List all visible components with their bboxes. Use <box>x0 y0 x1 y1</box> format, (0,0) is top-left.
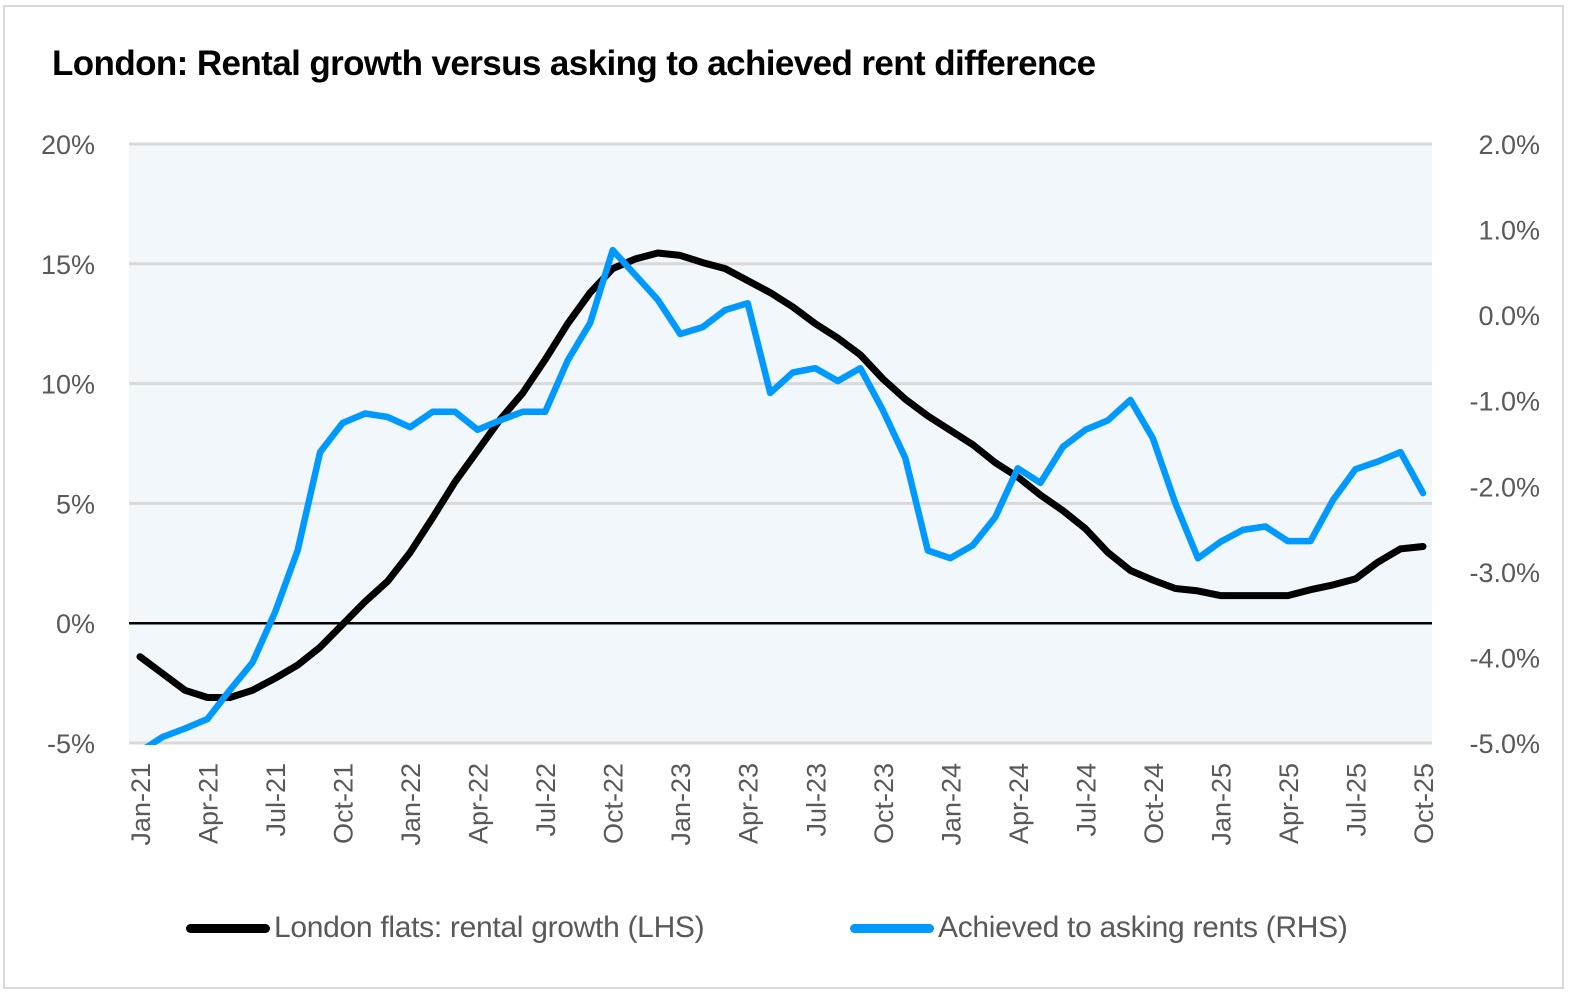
y-left-tick-label: 10% <box>41 370 95 400</box>
y-right-tick-label: -1.0% <box>1469 387 1540 417</box>
y-left-tick-label: 0% <box>56 609 95 639</box>
series-line-rental-growth <box>136 249 1427 701</box>
y-right-tick-label: -4.0% <box>1469 643 1540 673</box>
x-tick-label: Jul-25 <box>1341 763 1371 837</box>
x-tick-label: Jan-24 <box>936 763 966 846</box>
legend-item-rental-growth: London flats: rental growth (LHS) <box>186 906 705 950</box>
x-tick-label: Apr-24 <box>1004 763 1034 844</box>
y-right-tick-label: -3.0% <box>1469 558 1540 588</box>
x-axis: Jan-21 Apr-21 Jul-21 Oct-21 Jan-22 Apr-22 Jul-… <box>126 763 1439 846</box>
x-tick-label: Jul-24 <box>1071 763 1101 837</box>
legend-item-achieved-asking: Achieved to asking rents (RHS) <box>850 906 1348 950</box>
x-tick-label: Oct-21 <box>329 763 359 844</box>
series-group <box>136 246 1427 745</box>
x-tick-label: Jan-25 <box>1206 763 1236 846</box>
x-tick-label: Jul-21 <box>261 763 291 837</box>
y-left-tick-label: 5% <box>56 489 95 519</box>
y-right-tick-label: -5.0% <box>1469 729 1540 759</box>
y-right-tick-label: 2.0% <box>1478 130 1540 160</box>
legend-label-rental-growth: London flats: rental growth (LHS) <box>274 911 705 944</box>
x-tick-label: Jan-21 <box>126 763 156 846</box>
y-right-tick-label: 1.0% <box>1478 216 1540 246</box>
plot-area <box>129 144 1432 743</box>
y-left-tick-label: 15% <box>41 250 95 280</box>
x-tick-label: Jul-22 <box>531 763 561 837</box>
x-tick-label: Jan-22 <box>396 763 426 846</box>
legend-label-achieved-asking: Achieved to asking rents (RHS) <box>938 911 1348 944</box>
series-line-achieved-asking <box>144 246 1427 745</box>
x-tick-label: Jul-23 <box>801 763 831 837</box>
legend: London flats: rental growth (LHS) Achiev… <box>0 906 1570 950</box>
x-tick-label: Oct-22 <box>599 763 629 844</box>
x-tick-label: Oct-23 <box>869 763 899 844</box>
legend-swatch-rental-growth <box>186 923 270 933</box>
x-tick-label: Oct-25 <box>1409 763 1439 844</box>
x-tick-label: Jan-23 <box>666 763 696 846</box>
y-right-tick-label: 0.0% <box>1478 301 1540 331</box>
y-axis-left: 20% 15% 10% 5% 0% -5% <box>41 130 95 759</box>
y-axis-right: 2.0% 1.0% 0.0% -1.0% -2.0% -3.0% -4.0% -5.0% <box>1469 130 1540 759</box>
y-right-tick-label: -2.0% <box>1469 472 1540 502</box>
x-tick-label: Apr-21 <box>194 763 224 844</box>
x-tick-label: Apr-23 <box>734 763 764 844</box>
x-tick-label: Apr-25 <box>1274 763 1304 844</box>
y-left-tick-label: 20% <box>41 130 95 160</box>
legend-swatch-achieved-asking <box>850 923 934 933</box>
chart-title: London: Rental growth versus asking to a… <box>52 44 1096 83</box>
x-tick-label: Oct-24 <box>1139 763 1169 844</box>
x-tick-label: Apr-22 <box>464 763 494 844</box>
y-left-tick-label: -5% <box>47 729 95 759</box>
